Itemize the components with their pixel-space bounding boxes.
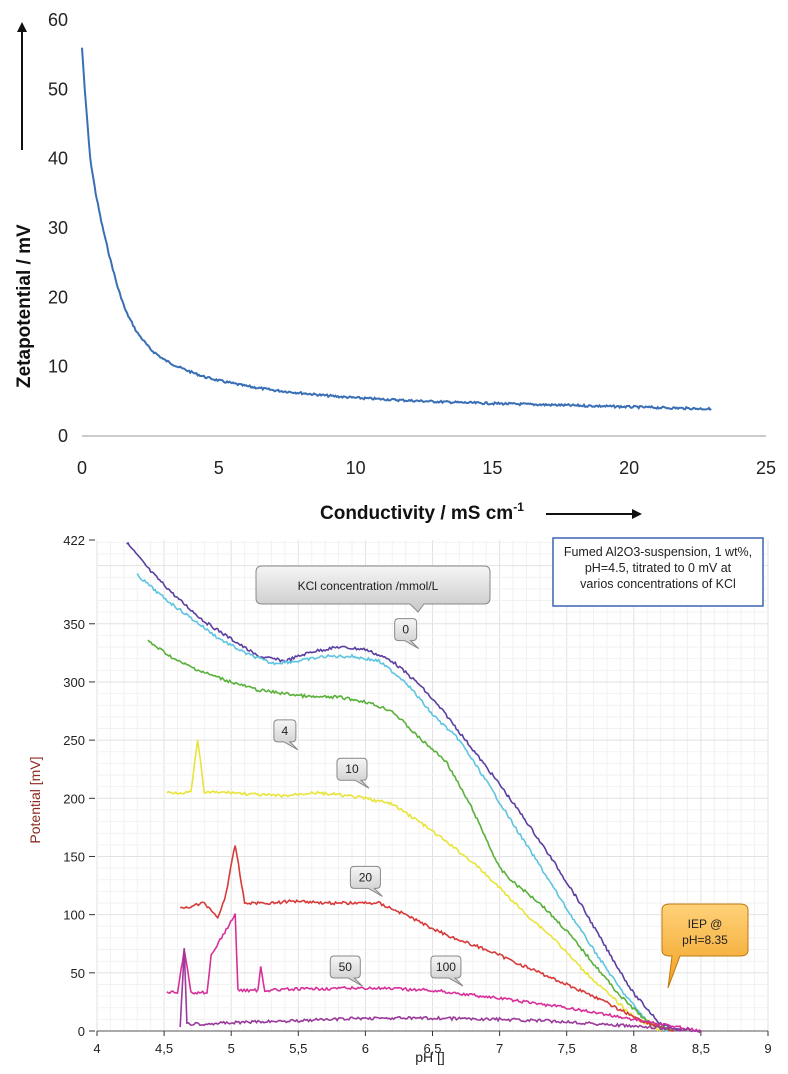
note-box: Fumed Al2O3-suspension, 1 wt%, pH=4.5, ti…: [552, 537, 764, 607]
series-callouts: 0 4 10 20 50 100: [273, 618, 464, 987]
chart1-x-axis-label-sup: -1: [513, 500, 524, 514]
chart2-x-axis-label: pH []: [415, 1049, 445, 1065]
series-callout-shape: [349, 865, 383, 897]
chart1-series: [81, 47, 712, 411]
chart1-x-axis-label: Conductivity / mS cm-1: [320, 500, 524, 524]
series-callout-shape: [430, 955, 464, 987]
legend-title-callout: KCl concentration /mmol/L: [255, 565, 491, 613]
chart1-x-ticks: 0 5 10 15 20 25: [77, 458, 776, 478]
series-callout-label: 10: [345, 762, 359, 776]
chart1-y-axis-label: Zetapotential / mV: [14, 224, 35, 388]
chart2-y-tick-label: 50: [71, 966, 85, 981]
chart2-y-tick-label: 422: [63, 533, 85, 548]
chart2-x-tick-label: 8,5: [692, 1041, 710, 1056]
chart2-series-line: [126, 541, 682, 1032]
chart1-x-tick-label: 25: [756, 458, 776, 478]
chart2-series-line: [166, 913, 702, 1033]
chart2-x-tick-label: 6: [362, 1041, 369, 1056]
zetapotential-chart: 0 10 20 30 40 50 60 0 5 10 15 20 25 Zetapotential /…: [14, 10, 776, 524]
iep-label: IEP @ pH=8.35: [682, 917, 728, 947]
series-callout-shape: [329, 955, 363, 987]
chart2-series-line: [147, 639, 675, 1032]
chart1-x-tick-label: 10: [346, 458, 366, 478]
note-text-line: Fumed Al2O3-suspension, 1 wt%,: [564, 545, 752, 559]
chart1-x-tick-label: 20: [619, 458, 639, 478]
chart1-y-tick-label: 10: [48, 357, 68, 377]
chart1-x-tick-label: 15: [482, 458, 502, 478]
note-box-frame: [552, 537, 764, 607]
chart2-y-tick-label: 0: [78, 1024, 85, 1039]
chart1-y-tick-label: 60: [48, 10, 68, 30]
chart2-series-line: [179, 948, 702, 1034]
chart2-x-tick-label: 6,5: [423, 1041, 441, 1056]
chart1-y-tick-label: 20: [48, 287, 68, 307]
chart2-y-tick-label: 100: [63, 908, 85, 923]
series-callout-shape: [336, 757, 370, 789]
series-callout-label: 50: [339, 960, 353, 974]
series-callout-label: 20: [359, 870, 373, 884]
chart2-y-tick-label: 250: [63, 733, 85, 748]
chart2-x-tick-label: 4,5: [155, 1041, 173, 1056]
iep-callout-shape: [661, 903, 749, 989]
chart2-y-tick-label: 150: [63, 849, 85, 864]
note-text-line: pH=4.5, titrated to 0 mV at: [585, 561, 732, 575]
chart2-x-tick-label: 5: [228, 1041, 235, 1056]
chart2-series: [126, 541, 702, 1034]
iep-label-line: pH=8.35: [682, 933, 728, 947]
series-callout-shape: [394, 618, 420, 650]
chart2-y-ticks: 0 50 100 150 200 250 300 350 422: [63, 533, 95, 1039]
chart2-x-tick-label: 4: [93, 1041, 100, 1056]
chart2-series-line: [179, 845, 675, 1032]
chart1-x-axis-label-main: Conductivity / mS cm: [320, 503, 513, 524]
iep-label-line: IEP @: [688, 917, 723, 931]
chart2-y-tick-label: 350: [63, 617, 85, 632]
series-callout-label: 100: [436, 960, 456, 974]
series-callout-label: 0: [402, 623, 409, 637]
chart2-y-axis-label: Potential [mV]: [27, 756, 43, 843]
note-text: Fumed Al2O3-suspension, 1 wt%, pH=4.5, ti…: [564, 545, 752, 591]
chart2-x-tick-label: 5,5: [289, 1041, 307, 1056]
chart1-y-tick-label: 40: [48, 149, 68, 169]
legend-title-callout-shape: [255, 565, 491, 613]
iep-callout: IEP @ pH=8.35: [661, 903, 749, 989]
chart2-x-ticks: 4 4,5 5 5,5 6 6,5 7 7,5 8 8,5 9: [93, 1031, 772, 1056]
chart2-series-line: [136, 573, 668, 1032]
chart2-x-tick-label: 7: [496, 1041, 503, 1056]
chart2-x-tick-label: 9: [764, 1041, 771, 1056]
chart2-y-tick-label: 300: [63, 675, 85, 690]
legend-title: KCl concentration /mmol/L: [298, 579, 439, 593]
chart2-x-tick-label: 7,5: [558, 1041, 576, 1056]
chart1-y-tick-label: 30: [48, 218, 68, 238]
chart1-y-ticks: 0 10 20 30 40 50 60: [48, 10, 68, 446]
series-callout-label: 4: [282, 724, 289, 738]
chart1-x-tick-label: 5: [214, 458, 224, 478]
series-callout-shape: [273, 719, 299, 751]
note-text-line: varios concentrations of KCl: [580, 577, 736, 591]
chart2-x-tick-label: 8: [630, 1041, 637, 1056]
chart1-y-tick-label: 50: [48, 79, 68, 99]
chart2-series-line: [166, 739, 662, 1032]
chart1-y-tick-label: 0: [58, 426, 68, 446]
chart1-x-tick-label: 0: [77, 458, 87, 478]
chart1-series-line: [81, 47, 712, 411]
chart2-y-tick-label: 200: [63, 791, 85, 806]
